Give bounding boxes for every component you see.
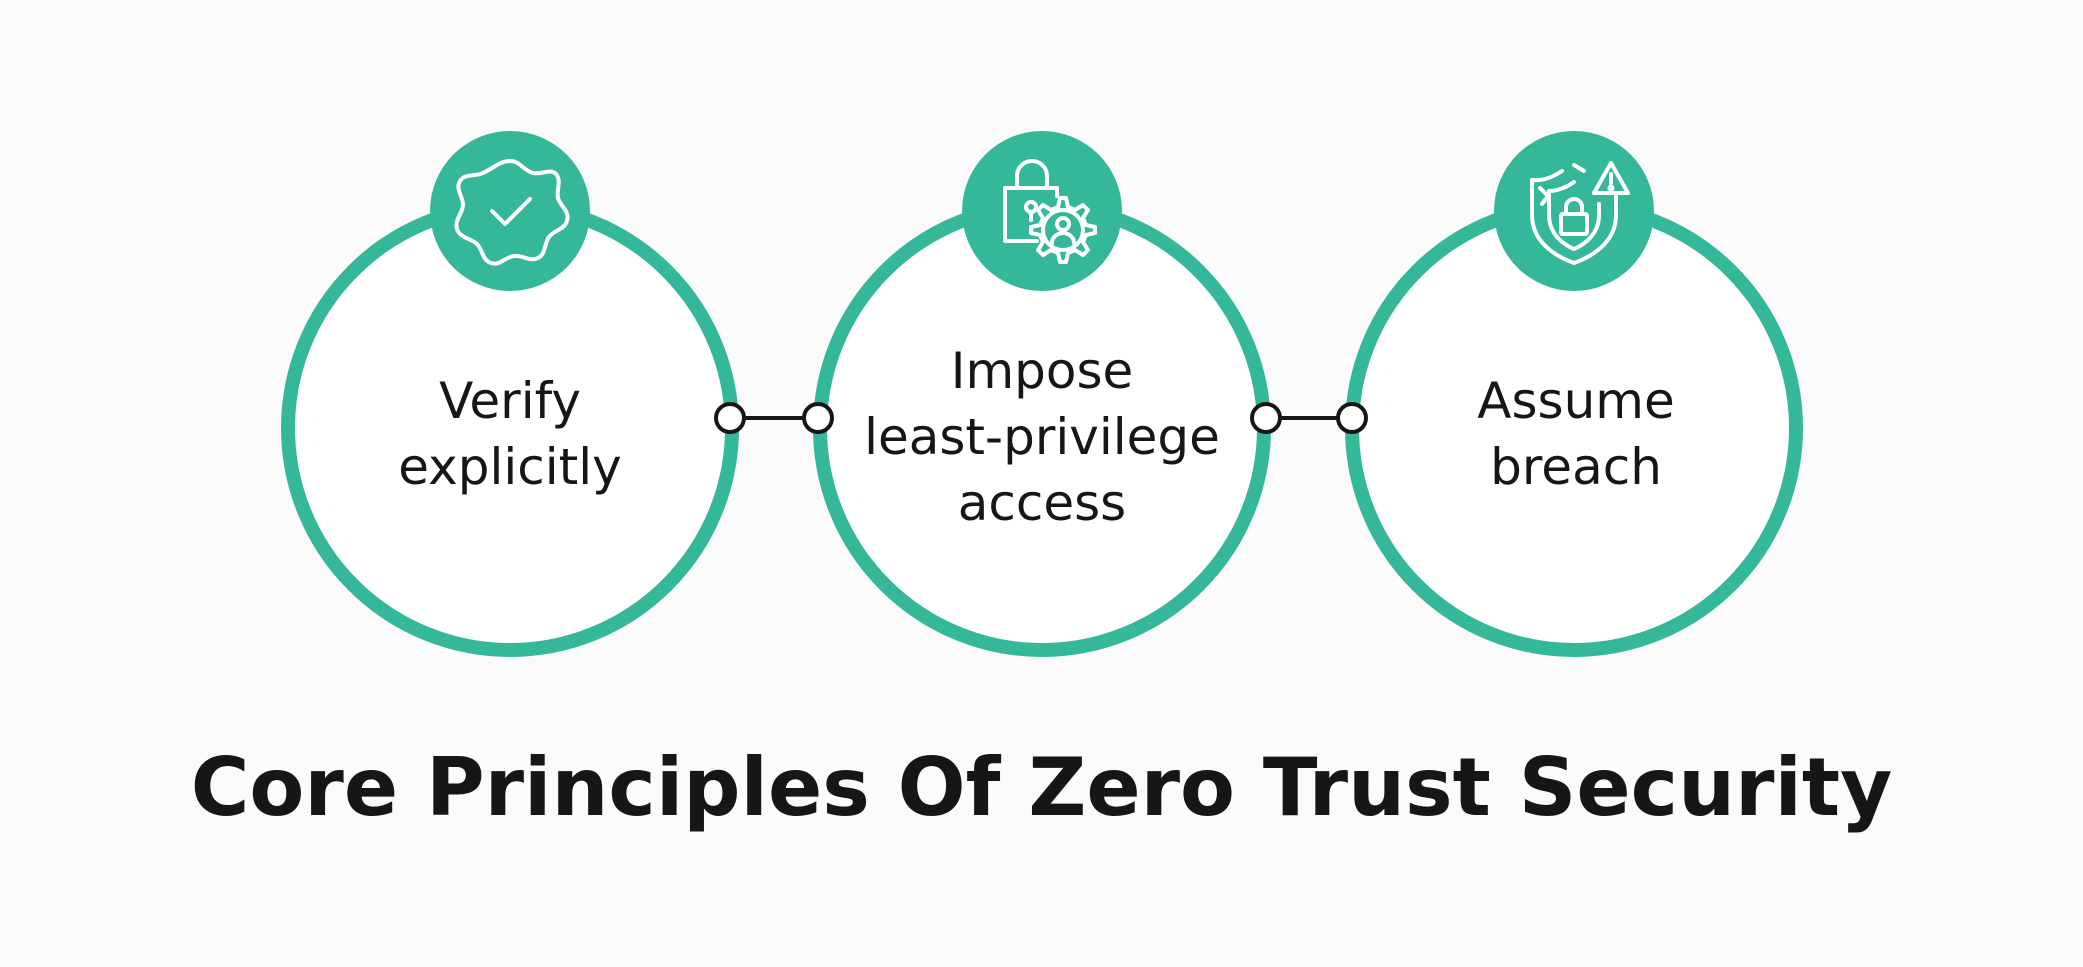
- principle-label-line: least-privilege: [864, 408, 1220, 466]
- principle-label-assume-breach: Assume breach: [1396, 368, 1756, 500]
- principle-label-line: breach: [1490, 438, 1662, 496]
- lock-user-gear-icon: [1003, 159, 1097, 264]
- connector-node: [802, 402, 834, 434]
- principle-label-line: explicitly: [398, 438, 622, 496]
- shield-lock-warning-icon: [1530, 161, 1630, 265]
- connector-node: [1336, 402, 1368, 434]
- principle-label-least-privilege: Impose least-privilege access: [862, 338, 1222, 536]
- diagram-title: Core Principles Of Zero Trust Security: [190, 741, 1893, 834]
- principle-label-verify: Verify explicitly: [330, 368, 690, 500]
- connector-2-3: [1250, 402, 1368, 434]
- connector-node: [714, 402, 746, 434]
- connector-node: [1250, 402, 1282, 434]
- principle-label-line: access: [957, 474, 1127, 532]
- icon-badge-3: [1494, 131, 1654, 291]
- principle-label-line: Verify: [439, 372, 581, 430]
- connector-1-2: [714, 402, 834, 434]
- verified-badge-check-icon: [454, 159, 570, 266]
- principle-label-line: Impose: [950, 342, 1134, 400]
- principle-label-line: Assume: [1477, 372, 1675, 430]
- icon-badge-2: [962, 131, 1122, 291]
